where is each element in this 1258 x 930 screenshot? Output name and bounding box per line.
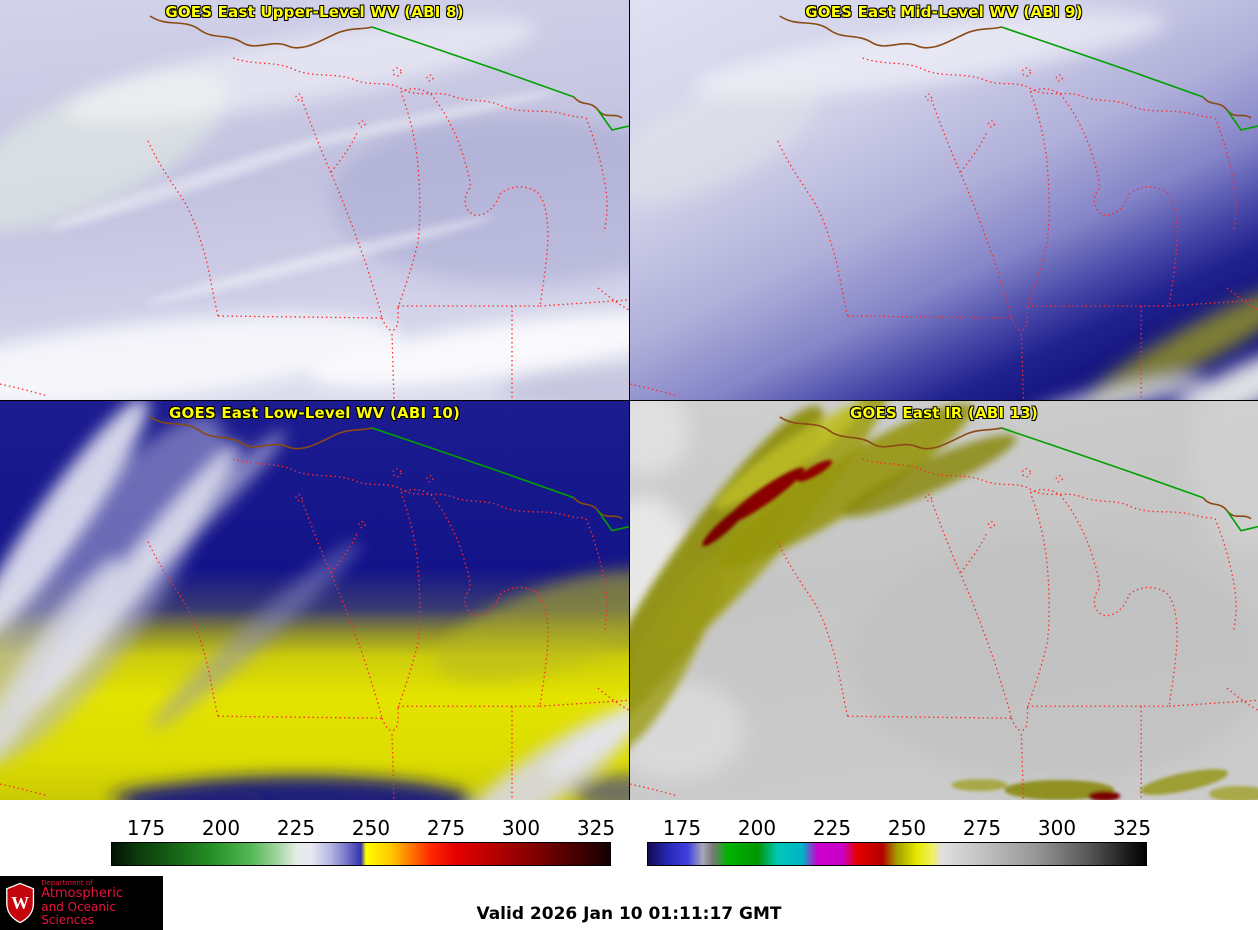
colorbar-water-vapor: 175 200 225 250 275 300 325 (111, 808, 615, 866)
tick-label: 225 (276, 816, 316, 840)
colorbar-tick-labels: 175 200 225 250 275 300 325 (111, 808, 615, 842)
panel-upper-level-wv: GOES East Upper-Level WV (ABI 8) (0, 0, 629, 400)
tick-label: 325 (576, 816, 616, 840)
panel-ir: GOES East IR (ABI 13) (629, 400, 1258, 800)
tick-label: 275 (426, 816, 466, 840)
cloud-field (630, 11, 1258, 400)
panel-title: GOES East Upper-Level WV (ABI 8) (165, 3, 464, 21)
panel-low-level-wv: GOES East Low-Level WV (ABI 10) (0, 400, 629, 800)
gray-cloud-field (630, 401, 1258, 781)
satellite-image-abi8 (0, 0, 629, 400)
colorbar-gradient-wv (111, 842, 611, 866)
coldest-tops-and-patches (702, 459, 1258, 800)
tick-label: 300 (1037, 816, 1077, 840)
cloud-streaks (47, 90, 557, 305)
tick-label: 175 (662, 816, 702, 840)
tick-label: 250 (887, 816, 927, 840)
tick-label: 175 (126, 816, 166, 840)
tick-label: 250 (351, 816, 391, 840)
panel-grid: GOES East Upper-Level WV (ABI 8) (0, 0, 1258, 800)
panel-title: GOES East IR (ABI 13) (849, 404, 1038, 422)
tick-label: 200 (737, 816, 777, 840)
uw-crest-icon: W (6, 882, 35, 924)
cloud-field (0, 401, 629, 800)
footer: 175 200 225 250 275 300 325 175 200 225 … (0, 800, 1258, 930)
colorbar-ir: 175 200 225 250 275 300 325 (647, 808, 1151, 866)
panel-mid-level-wv: GOES East Mid-Level WV (ABI 9) (629, 0, 1258, 400)
logo-name-line1: Atmospheric (41, 886, 123, 902)
satellite-image-abi10 (0, 401, 629, 800)
uw-aos-logo: W Department of Atmospheric and Oceanic … (0, 876, 163, 930)
logo-name-line2: and Oceanic Sciences (41, 899, 116, 927)
satellite-image-abi13 (630, 401, 1258, 800)
tick-label: 225 (812, 816, 852, 840)
logo-dept-line: Department of (41, 878, 93, 887)
logo-text: Department of Atmospheric and Oceanic Sc… (41, 878, 158, 927)
tick-label: 300 (501, 816, 541, 840)
panel-title: GOES East Low-Level WV (ABI 10) (168, 404, 461, 422)
panel-title: GOES East Mid-Level WV (ABI 9) (805, 3, 1083, 21)
colorbar-tick-labels: 175 200 225 250 275 300 325 (647, 808, 1151, 842)
crest-letter: W (11, 893, 29, 913)
colorbar-gradient-ir (647, 842, 1147, 866)
tick-label: 200 (201, 816, 241, 840)
tick-label: 275 (962, 816, 1002, 840)
valid-time-label: Valid 2026 Jan 10 01:11:17 GMT (476, 904, 782, 924)
tick-label: 325 (1112, 816, 1152, 840)
satellite-image-abi9 (630, 0, 1258, 400)
